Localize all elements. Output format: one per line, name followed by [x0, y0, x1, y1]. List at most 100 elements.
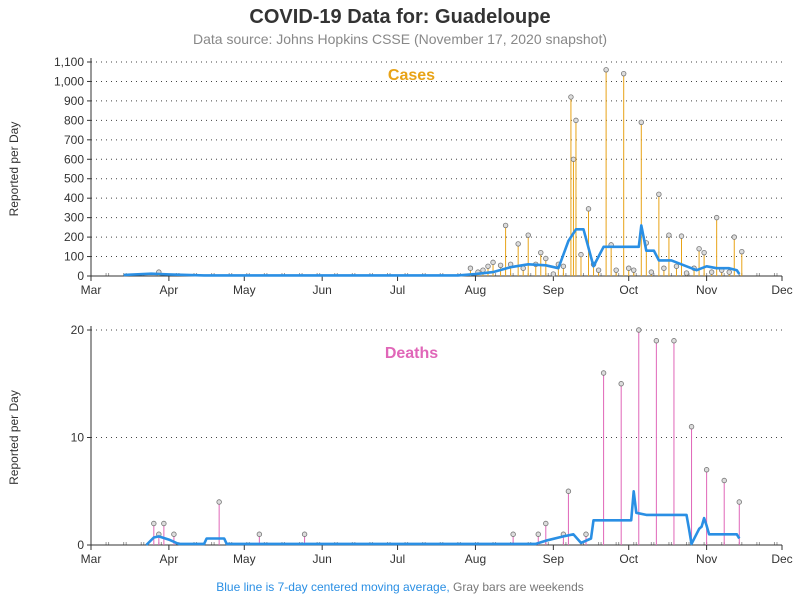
daily-point — [568, 94, 574, 100]
daily-point — [701, 249, 707, 256]
chart-panel-1: 0 10 20 Mar Apr May Jun Jul Aug Sep Oct Nov Dec Repor… — [7, 323, 793, 566]
daily-point — [595, 267, 602, 273]
daily-point — [502, 222, 509, 229]
y-tick-label: 900 — [64, 94, 84, 108]
daily-point — [613, 267, 619, 273]
daily-point — [256, 531, 263, 537]
y-tick-label: 1,000 — [54, 74, 84, 88]
daily-point — [620, 70, 627, 77]
y-tick-label: 20 — [71, 323, 85, 337]
y-tick-label: 800 — [64, 113, 84, 127]
y-tick-label: 10 — [71, 431, 85, 445]
daily-point — [618, 381, 624, 387]
daily-point — [515, 241, 521, 247]
y-tick-label: 200 — [64, 230, 84, 244]
daily-point — [671, 338, 677, 344]
x-tick-label: Nov — [696, 552, 717, 566]
x-tick-label: Aug — [465, 283, 486, 297]
daily-point — [696, 246, 702, 252]
page-title: COVID-19 Data for: Guadeloupe — [249, 6, 551, 28]
daily-point — [538, 249, 544, 256]
daily-point — [510, 531, 516, 537]
daily-point — [485, 263, 491, 269]
daily-point — [543, 255, 549, 262]
footer-note: Blue line is 7-day centered moving avera… — [0, 580, 800, 594]
daily-point — [467, 265, 474, 271]
daily-point — [543, 520, 549, 527]
x-tick-label: Jul — [390, 552, 405, 566]
daily-point — [550, 271, 557, 277]
y-tick-label: 700 — [64, 133, 84, 147]
y-tick-label: 0 — [77, 269, 84, 283]
daily-point — [678, 233, 685, 239]
daily-point — [666, 232, 672, 238]
page-subtitle: Data source: Johns Hopkins CSSE (Novembe… — [193, 31, 607, 47]
x-tick-label: Aug — [465, 552, 486, 566]
footer-moving-average-note: Blue line is 7-day centered moving avera… — [216, 580, 450, 594]
x-tick-label: Oct — [619, 283, 638, 297]
daily-point — [573, 117, 579, 124]
daily-point — [583, 531, 589, 537]
y-tick-label: 600 — [64, 152, 84, 166]
daily-point — [736, 499, 742, 505]
daily-point — [683, 270, 690, 276]
daily-point — [631, 267, 637, 273]
daily-point — [570, 156, 577, 162]
daily-point — [565, 488, 572, 494]
daily-point — [560, 263, 567, 269]
y-axis-label: Reported per Day — [7, 122, 21, 217]
daily-point — [603, 67, 609, 73]
daily-point — [600, 370, 607, 376]
y-tick-label: 1,100 — [54, 55, 84, 69]
y-tick-label: 100 — [64, 250, 84, 264]
x-tick-label: Nov — [696, 283, 717, 297]
panel-title: Deaths — [385, 345, 438, 362]
daily-point — [497, 262, 504, 268]
y-tick-label: 500 — [64, 172, 84, 186]
daily-point — [638, 119, 644, 126]
x-tick-label: Dec — [771, 283, 792, 297]
daily-point — [151, 520, 157, 527]
x-tick-label: Sep — [543, 552, 565, 566]
y-tick-label: 0 — [77, 538, 84, 552]
x-tick-label: May — [233, 552, 256, 566]
x-tick-label: Jun — [312, 552, 331, 566]
daily-point — [703, 467, 710, 473]
x-tick-label: Apr — [160, 283, 179, 297]
x-tick-label: Oct — [619, 552, 638, 566]
daily-point — [490, 259, 496, 266]
daily-point — [731, 234, 737, 240]
daily-point — [661, 265, 667, 271]
daily-point — [301, 531, 308, 537]
daily-point — [171, 531, 177, 537]
daily-point — [525, 232, 531, 238]
x-tick-label: May — [233, 283, 256, 297]
daily-point — [648, 269, 655, 275]
daily-point — [578, 251, 584, 258]
chart-panel-0: 0 100 200 300 400 500 600 700 800 900 1,000 1,100 Ma… — [7, 55, 793, 297]
moving-average-line — [145, 489, 741, 546]
moving-average-line — [123, 224, 741, 277]
y-axis-label: Reported per Day — [7, 390, 21, 485]
x-tick-label: Mar — [81, 552, 102, 566]
daily-point — [708, 269, 715, 275]
daily-point — [673, 263, 680, 269]
daily-point — [656, 191, 662, 197]
daily-point — [585, 206, 592, 212]
daily-point — [739, 248, 745, 255]
daily-point — [161, 520, 167, 527]
daily-point — [653, 338, 660, 344]
x-tick-label: Jun — [312, 283, 331, 297]
daily-point — [216, 499, 222, 505]
daily-point — [726, 269, 732, 275]
x-tick-label: Sep — [543, 283, 565, 297]
daily-point — [535, 531, 541, 537]
y-tick-label: 300 — [64, 211, 84, 225]
x-tick-label: Mar — [81, 283, 102, 297]
daily-point — [721, 477, 727, 484]
daily-point — [626, 265, 632, 271]
daily-point — [713, 214, 720, 221]
daily-point — [636, 327, 642, 333]
panel-title: Cases — [388, 67, 435, 84]
